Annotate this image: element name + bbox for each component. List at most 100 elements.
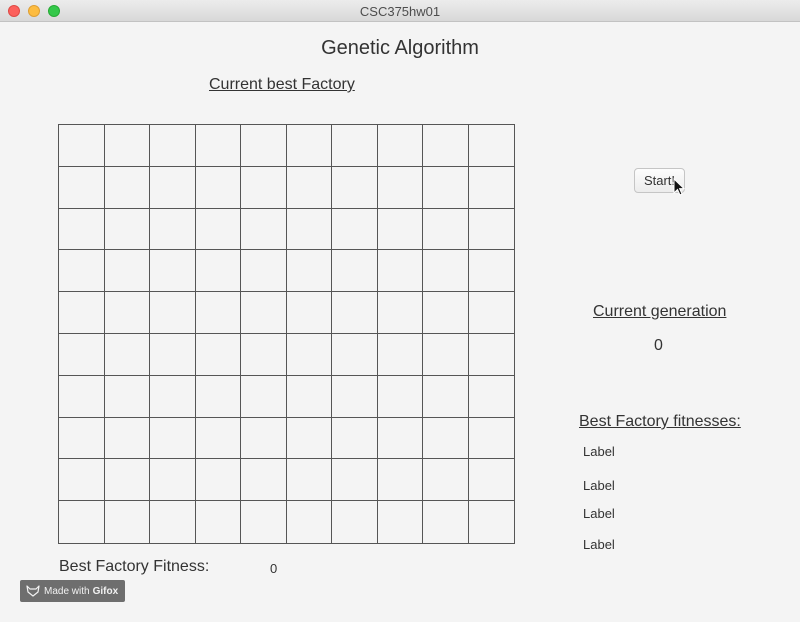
grid-cell (377, 208, 423, 251)
grid-cell (332, 501, 378, 543)
grid-cell (468, 250, 514, 293)
grid-cell (286, 292, 332, 334)
grid-cell (195, 375, 241, 418)
fitnesses-heading: Best Factory fitnesses: (579, 413, 741, 430)
grid-cell (59, 375, 105, 418)
grid-cell (377, 250, 423, 293)
grid-cell (150, 208, 196, 251)
grid-cell (423, 501, 469, 543)
gifox-watermark: Made with Gifox (20, 580, 125, 602)
grid-cell (468, 167, 514, 209)
grid-cell (150, 125, 196, 167)
grid-cell (286, 208, 332, 251)
grid-cell (195, 333, 241, 376)
grid-cell (241, 501, 287, 543)
grid-cell (241, 375, 287, 418)
generation-heading: Current generation (593, 303, 727, 320)
grid-cell (377, 166, 423, 209)
grid-cell (195, 417, 241, 460)
grid-cell (468, 418, 514, 460)
grid-cell (241, 250, 287, 293)
grid-cell (105, 501, 150, 543)
grid-cell (59, 166, 105, 209)
grid-cell (59, 208, 105, 251)
grid-cell (423, 459, 469, 502)
factory-grid (58, 124, 515, 544)
grid-cell (286, 166, 332, 209)
grid-cell (377, 459, 423, 502)
app-title: Genetic Algorithm (321, 37, 479, 59)
grid-cell (286, 333, 332, 376)
grid-cell (377, 333, 423, 376)
grid-cell (332, 125, 378, 167)
grid-cell (377, 417, 423, 460)
grid-cell (195, 250, 241, 293)
grid-cell (423, 125, 469, 167)
minimize-window-button[interactable] (28, 5, 40, 17)
grid-cell (59, 417, 105, 460)
grid-cell (332, 375, 378, 418)
grid-cell (286, 125, 332, 167)
grid-cell (468, 376, 514, 418)
grid-cell (423, 333, 469, 376)
grid-cell (241, 125, 287, 167)
grid-cell (468, 459, 514, 502)
fitness-label-2: Label (583, 478, 615, 493)
grid-cell (59, 333, 105, 376)
grid-cell (423, 208, 469, 251)
grid-cell (332, 333, 378, 376)
grid-cell (104, 375, 150, 418)
grid-cell (332, 459, 378, 502)
grid-cell (241, 459, 287, 502)
grid-cell (423, 292, 469, 334)
grid-cell (195, 125, 241, 167)
grid-cell (286, 417, 332, 460)
grid-cell (286, 375, 332, 418)
grid-cell (59, 250, 105, 293)
grid-cell (423, 375, 469, 418)
grid-cell (104, 417, 150, 460)
grid-cell (59, 292, 105, 334)
grid-cell (241, 208, 287, 251)
grid-cell (468, 292, 514, 334)
grid-cell (150, 250, 196, 293)
grid-cell (104, 250, 150, 293)
grid-cell (286, 459, 332, 502)
grid-cell (241, 333, 287, 376)
window-titlebar: CSC375hw01 (0, 0, 800, 22)
grid-cell (377, 375, 423, 418)
grid-cell (150, 459, 196, 502)
grid-cell (150, 166, 196, 209)
grid-cell (104, 208, 150, 251)
grid-cell (59, 125, 105, 167)
grid-cell (150, 417, 196, 460)
grid-cell (241, 292, 287, 334)
gifox-fox-icon (26, 585, 40, 597)
grid-cell (377, 292, 423, 334)
grid-cell (150, 292, 196, 334)
best-fitness-label: Best Factory Fitness: (59, 558, 210, 575)
grid-cell (150, 333, 196, 376)
grid-cell (332, 208, 378, 251)
grid-cell (287, 501, 332, 543)
grid-cell (196, 501, 241, 543)
grid-cell (150, 375, 196, 418)
best-fitness-value: 0 (270, 561, 278, 576)
grid-cell (286, 250, 332, 293)
grid-cell (423, 417, 469, 460)
grid-cell (104, 125, 150, 167)
mouse-pointer-icon (673, 178, 685, 196)
grid-cell (104, 292, 150, 334)
grid-cell (195, 208, 241, 251)
grid-cell (59, 501, 105, 543)
grid-cell (468, 209, 514, 251)
grid-cell (195, 459, 241, 502)
watermark-prefix: Made with (44, 585, 90, 597)
grid-cell (332, 166, 378, 209)
maximize-window-button[interactable] (48, 5, 60, 17)
grid-cell (332, 250, 378, 293)
grid-cell (104, 166, 150, 209)
fitness-label-3: Label (583, 506, 615, 521)
close-window-button[interactable] (8, 5, 20, 17)
grid-cell (468, 125, 514, 167)
